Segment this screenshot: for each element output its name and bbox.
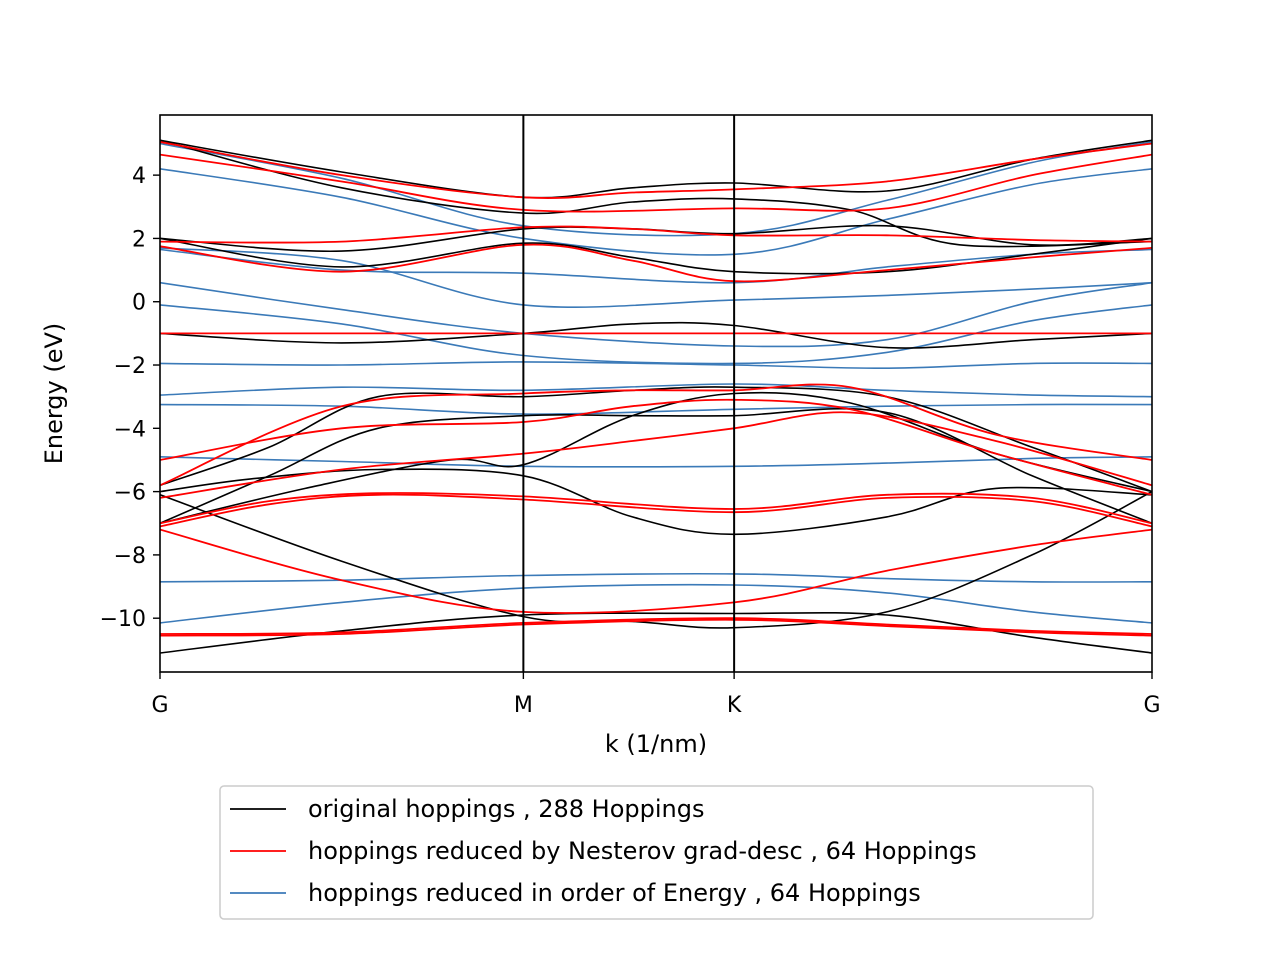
band-line-s2-9 — [160, 247, 1152, 308]
band-line-s1-9 — [160, 243, 1152, 283]
y-tick-label-6: −8 — [114, 544, 146, 569]
band-line-s1-5 — [160, 411, 1152, 499]
x-axis-label: k (1/nm) — [605, 730, 707, 758]
band-line-s2-6 — [160, 304, 1152, 365]
band-line-s1-2 — [160, 528, 1152, 614]
band-line-s2-1 — [160, 572, 1152, 583]
y-tick-label-5: −6 — [114, 481, 146, 506]
band-line-s0-0 — [160, 611, 1152, 654]
x-tick-label-3: G — [1143, 693, 1160, 718]
y-tick-label-0: 4 — [132, 164, 146, 189]
band-line-s0-1 — [160, 490, 1152, 629]
y-tick-label-4: −4 — [114, 417, 146, 442]
band-line-s2-7 — [160, 281, 1152, 348]
band-line-s0-6 — [160, 321, 1152, 349]
band-line-s2-10 — [160, 168, 1152, 256]
plot-frame — [159, 114, 1153, 673]
band-line-s1-7 — [160, 383, 1152, 487]
band-line-s1-12 — [160, 141, 1152, 199]
band-line-s2-4 — [160, 383, 1152, 398]
band-line-s1-6 — [160, 398, 1152, 496]
legend-box — [219, 785, 1094, 920]
band-line-s2-5 — [160, 361, 1152, 370]
symmetry-lines — [522, 115, 736, 672]
band-line-s2-3 — [160, 403, 1152, 415]
y-tick-label-2: 0 — [132, 291, 146, 316]
legend-label-1: hoppings reduced by Nesterov grad-desc ,… — [308, 837, 977, 865]
series-0 — [160, 139, 1152, 654]
y-tick-label-7: −10 — [100, 607, 146, 632]
x-tick-label-0: G — [151, 693, 168, 718]
band-line-s2-0 — [160, 583, 1152, 624]
bands-layer — [160, 139, 1152, 654]
band-line-s1-10 — [160, 225, 1152, 244]
legend: original hoppings , 288 Hoppings hoppings… — [219, 785, 1094, 920]
legend-label-0: original hoppings , 288 Hoppings — [308, 795, 704, 823]
x-tick-label-1: M — [514, 693, 533, 718]
band-line-s1-1 — [160, 618, 1152, 637]
band-line-s0-7 — [160, 237, 1152, 275]
band-line-s0-4 — [160, 386, 1152, 493]
band-line-s0-10 — [160, 139, 1152, 199]
legend-label-2: hoppings reduced in order of Energy , 64… — [308, 879, 921, 907]
band-line-s1-11 — [160, 153, 1152, 213]
band-line-s1-0 — [160, 617, 1152, 635]
band-line-s2-11 — [160, 141, 1152, 237]
x-tick-label-2: K — [727, 693, 742, 718]
band-line-s0-9 — [160, 139, 1152, 248]
band-line-s1-4 — [160, 493, 1152, 528]
y-axis-ticks: 4 2 0 −2 −4 −6 −8 −10 — [100, 164, 160, 632]
band-line-s1-3 — [160, 492, 1152, 525]
band-line-s2-8 — [160, 248, 1152, 284]
band-line-s2-2 — [160, 456, 1152, 468]
series-1 — [160, 141, 1152, 637]
y-tick-label-3: −2 — [114, 354, 146, 379]
y-tick-label-1: 2 — [132, 227, 146, 252]
band-line-s0-2 — [160, 468, 1152, 536]
y-axis-label: Energy (eV) — [40, 323, 68, 465]
band-line-s0-5 — [160, 407, 1152, 525]
